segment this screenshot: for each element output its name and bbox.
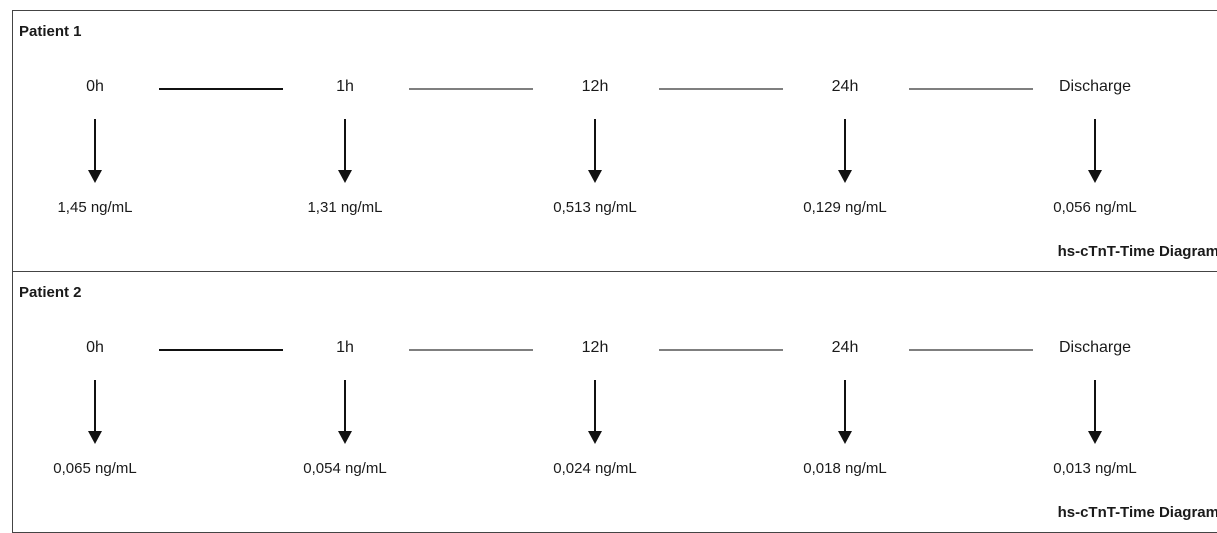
down-arrow-icon (587, 380, 603, 446)
timepoint-label: 0h (86, 339, 104, 356)
timeline-connector (659, 349, 783, 351)
timeline-connector (409, 349, 533, 351)
troponin-value: 0,013 ng/mL (1053, 460, 1137, 477)
troponin-value: 0,056 ng/mL (1053, 199, 1137, 216)
down-arrow-icon (1087, 380, 1103, 446)
timeline-connector (409, 88, 533, 90)
patient-1-panel: Patient 1 0h 1h 12h 24h Discharge 1,45 n… (12, 10, 1217, 272)
troponin-value: 0,054 ng/mL (303, 460, 387, 477)
panel-title: Patient 1 (19, 23, 82, 40)
troponin-value: 1,31 ng/mL (307, 199, 383, 216)
troponin-value: 0,513 ng/mL (553, 199, 637, 216)
timepoint-label: 0h (86, 78, 104, 95)
down-arrow-icon (87, 119, 103, 185)
timepoint-label: 1h (336, 78, 354, 95)
troponin-value: 0,065 ng/mL (53, 460, 137, 477)
timepoint-label: 12h (581, 339, 609, 356)
down-arrow-icon (337, 119, 353, 185)
timeline-connector (909, 349, 1033, 351)
troponin-value: 0,018 ng/mL (803, 460, 887, 477)
timepoint-label: 12h (581, 78, 609, 95)
timepoint-label: 24h (831, 78, 859, 95)
timepoint-label: 1h (336, 339, 354, 356)
troponin-value: 0,024 ng/mL (553, 460, 637, 477)
timepoint-label: 24h (831, 339, 859, 356)
troponin-value: 1,45 ng/mL (57, 199, 133, 216)
down-arrow-icon (87, 380, 103, 446)
timeline-connector (159, 88, 283, 90)
timepoint-label: Discharge (1058, 78, 1132, 95)
panel-title: Patient 2 (19, 284, 82, 301)
diagram-caption: hs-cTnT-Time Diagram (1057, 243, 1217, 260)
patient-2-panel: Patient 2 0h 1h 12h 24h Discharge 0,065 … (12, 271, 1217, 533)
timeline-connector (159, 349, 283, 351)
diagram-caption: hs-cTnT-Time Diagram (1057, 504, 1217, 521)
troponin-value: 0,129 ng/mL (803, 199, 887, 216)
timeline-connector (659, 88, 783, 90)
timeline-connector (909, 88, 1033, 90)
down-arrow-icon (1087, 119, 1103, 185)
down-arrow-icon (837, 119, 853, 185)
down-arrow-icon (587, 119, 603, 185)
down-arrow-icon (837, 380, 853, 446)
timepoint-label: Discharge (1058, 339, 1132, 356)
down-arrow-icon (337, 380, 353, 446)
